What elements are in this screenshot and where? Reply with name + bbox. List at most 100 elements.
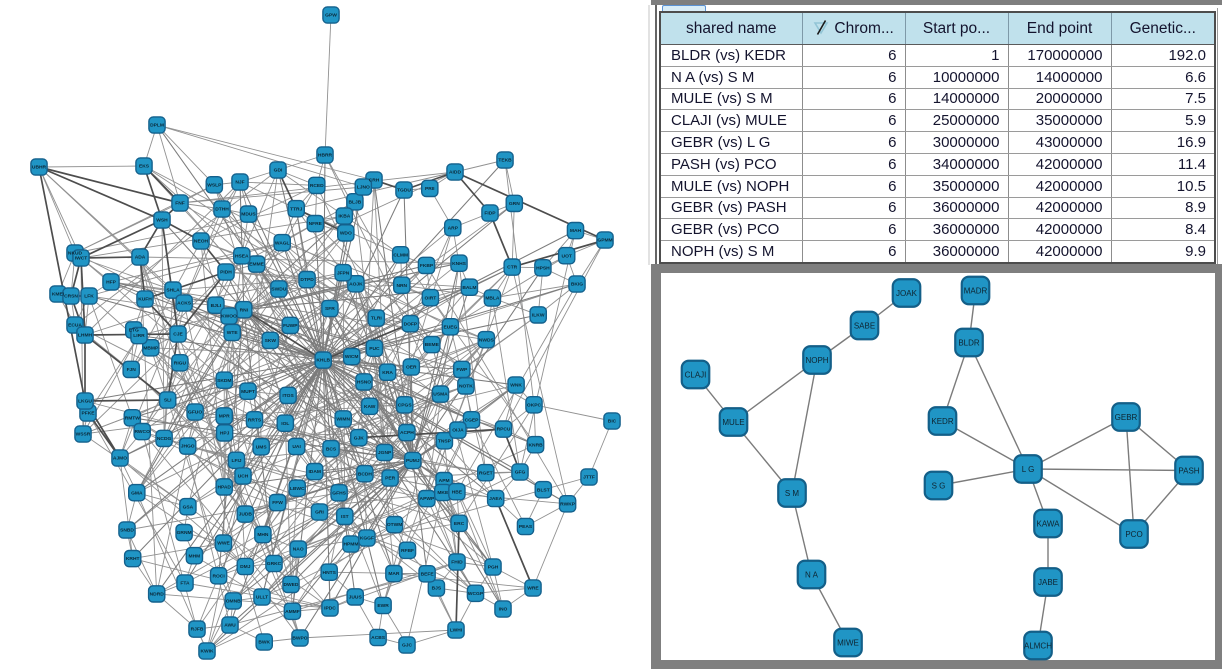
svg-text:N A: N A (805, 571, 819, 580)
svg-text:GRI: GRI (315, 510, 324, 516)
svg-text:CRH: CRH (369, 178, 380, 184)
svg-text:BLST: BLST (537, 487, 550, 493)
svg-text:UOT: UOT (562, 253, 572, 259)
svg-text:PASH: PASH (1178, 467, 1199, 476)
svg-text:BJLI: BJLI (211, 303, 222, 309)
svg-text:DOFP: DOFP (404, 321, 418, 327)
svg-text:CLAJI: CLAJI (685, 371, 707, 380)
svg-text:BKIG: BKIG (571, 282, 583, 288)
svg-text:LWHI: LWHI (450, 628, 463, 634)
svg-text:IPDC: IPDC (324, 606, 336, 612)
svg-text:INO: INO (499, 607, 508, 613)
svg-text:WICM: WICM (345, 354, 359, 360)
svg-text:WSLP: WSLP (207, 182, 222, 188)
svg-text:AOJK: AOJK (349, 281, 363, 287)
svg-text:MAR: MAR (388, 571, 400, 577)
svg-text:TEKB: TEKB (498, 158, 512, 164)
svg-text:RRTS: RRTS (248, 417, 262, 423)
svg-text:WCGP: WCGP (468, 591, 484, 597)
svg-text:FHID: FHID (451, 560, 463, 566)
svg-text:TLRI: TLRI (371, 316, 383, 322)
svg-text:GMA: GMA (131, 490, 143, 496)
svg-text:BIC: BIC (608, 419, 617, 425)
svg-text:BEFE: BEFE (421, 571, 435, 577)
svg-text:HFP: HFP (106, 280, 117, 286)
svg-text:NAO: NAO (293, 547, 304, 553)
svg-text:OIJA: OIJA (452, 428, 464, 434)
svg-text:KRHT: KRHT (126, 556, 140, 562)
svg-text:GPMM: GPMM (597, 238, 612, 244)
svg-text:RFBF: RFBF (401, 548, 414, 554)
svg-text:SWDU: SWDU (271, 287, 286, 293)
svg-text:NEOH: NEOH (194, 239, 209, 245)
svg-text:CTR: CTR (507, 265, 518, 271)
svg-text:GDI: GDI (274, 168, 283, 174)
svg-text:RMTW: RMTW (125, 415, 141, 421)
svg-text:OER: OER (406, 365, 417, 371)
svg-text:BJS: BJS (432, 586, 442, 592)
svg-text:EKS: EKS (139, 164, 150, 170)
svg-text:MDUS: MDUS (241, 212, 256, 218)
svg-text:ACBS: ACBS (371, 635, 386, 641)
svg-text:JUDB: JUDB (239, 512, 253, 518)
svg-text:JOAK: JOAK (896, 289, 918, 298)
svg-text:PCO: PCO (1125, 530, 1142, 539)
svg-text:FIDP: FIDP (484, 211, 496, 217)
svg-text:RIGU: RIGU (174, 360, 187, 366)
svg-text:WWE: WWE (217, 541, 230, 547)
svg-text:SLI: SLI (164, 398, 172, 404)
svg-text:EWR: EWR (377, 603, 389, 609)
svg-text:UMS: UMS (256, 444, 268, 450)
svg-text:JAEA: JAEA (489, 496, 503, 502)
svg-text:FUWP: FUWP (283, 323, 298, 329)
svg-text:IDAM: IDAM (308, 469, 321, 475)
svg-text:JFPN: JFPN (337, 270, 350, 276)
svg-text:BWPO: BWPO (292, 636, 307, 642)
svg-text:DTHH: DTHH (215, 207, 229, 213)
svg-text:JTTF: JTTF (583, 475, 595, 481)
svg-text:BLJB: BLJB (349, 199, 362, 205)
svg-text:GFUO: GFUO (188, 410, 202, 416)
svg-text:RJFB: RJFB (191, 627, 204, 633)
svg-text:FNF: FNF (175, 201, 185, 207)
svg-text:GSA: GSA (183, 504, 194, 510)
svg-text:SKDM: SKDM (217, 378, 231, 384)
svg-text:MBMP: MBMP (143, 345, 159, 351)
svg-text:IWCT: IWCT (75, 256, 88, 262)
svg-text:MADR: MADR (964, 287, 988, 296)
svg-text:S M: S M (785, 489, 800, 498)
svg-text:KAW: KAW (364, 404, 376, 410)
svg-text:GEBR: GEBR (1115, 413, 1138, 422)
svg-text:HPJ: HPJ (220, 431, 230, 437)
svg-text:USMA: USMA (433, 392, 448, 398)
svg-text:RNI: RNI (240, 307, 249, 313)
svg-text:BCDH: BCDH (358, 471, 373, 477)
svg-text:FFW: FFW (272, 500, 283, 506)
svg-text:CPGS: CPGS (398, 402, 413, 408)
svg-text:MUPT: MUPT (241, 389, 255, 395)
svg-text:KRA: KRA (382, 370, 393, 376)
svg-text:HPMM: HPMM (344, 542, 359, 548)
svg-text:RGET: RGET (479, 470, 493, 476)
svg-text:MPR: MPR (219, 414, 230, 420)
svg-text:HSNO: HSNO (357, 380, 371, 386)
svg-text:TGDU: TGDU (397, 188, 411, 194)
svg-text:NKUD: NKUD (68, 251, 83, 257)
svg-text:NCDG: NCDG (157, 436, 172, 442)
svg-text:NOTK: NOTK (459, 384, 473, 390)
svg-text:MAH: MAH (570, 228, 582, 234)
svg-text:UAI: UAI (292, 444, 301, 450)
svg-text:FJN: FJN (127, 367, 137, 373)
svg-text:CJE: CJE (173, 332, 183, 338)
svg-text:CRSN: CRSN (64, 294, 78, 300)
svg-text:KEDR: KEDR (931, 417, 953, 426)
svg-text:FWP: FWP (456, 367, 468, 373)
svg-text:UBHR: UBHR (32, 165, 47, 171)
svg-text:JHGO: JHGO (181, 444, 195, 450)
svg-text:NDRD: NDRD (150, 592, 165, 598)
svg-text:OKPC: OKPC (527, 402, 542, 408)
svg-text:ROCI: ROCI (212, 573, 225, 579)
svg-text:KMEI: KMEI (52, 292, 65, 298)
svg-text:BEME: BEME (425, 342, 440, 348)
svg-text:NWDS: NWDS (479, 337, 495, 343)
